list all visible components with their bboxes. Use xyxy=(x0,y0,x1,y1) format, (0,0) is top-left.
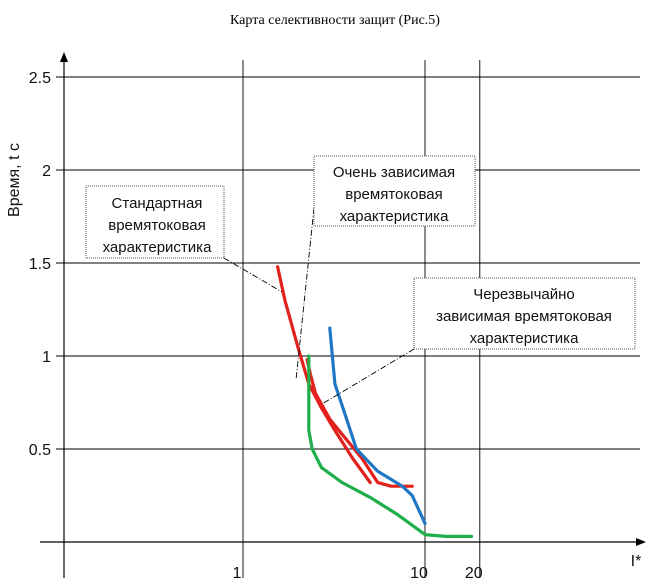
ytick-label-0: 0.5 xyxy=(29,442,51,459)
ytick-label-4: 2.5 xyxy=(29,70,51,87)
x-axis-arrow xyxy=(636,538,646,546)
callout-text-2-2: характеристика xyxy=(470,330,579,347)
series-line-3 xyxy=(307,354,474,538)
series-line-1 xyxy=(305,358,414,488)
callout-text-0-0: Стандартная xyxy=(112,195,203,212)
callout-text-0-1: времятоковая xyxy=(108,217,205,234)
ytick-label-2: 1.5 xyxy=(29,256,51,273)
series-group xyxy=(276,265,474,538)
callout-leader-1 xyxy=(295,207,315,381)
callout-text-1-1: времятоковая xyxy=(345,186,442,203)
xtick-label-2: 20 xyxy=(465,565,483,582)
callout-text-1-0: Очень зависимая xyxy=(333,164,455,181)
chart-title: Карта селективности защит (Рис.5) xyxy=(230,13,440,28)
x-axis-label: I* xyxy=(631,553,642,570)
callout-box-0 xyxy=(85,185,225,259)
callout-box-2 xyxy=(413,277,636,350)
series-line-2 xyxy=(328,326,427,525)
annotations: Стандартная времятоковая характеристика Оче… xyxy=(85,155,636,405)
tick-labels: 0.5 1 1.5 2 2.5 1 10 20 xyxy=(29,70,483,582)
xtick-label-0: 1 xyxy=(233,565,242,582)
callout-text-0-2: характеристика xyxy=(103,239,212,256)
ytick-label-3: 2 xyxy=(42,163,51,180)
callout-leader-0 xyxy=(223,257,283,293)
callout-text-2-1: зависимая времятоковая xyxy=(436,308,612,325)
y-axis-label: Время, t c xyxy=(6,143,23,217)
ytick-label-1: 1 xyxy=(42,349,51,366)
callout-text-1-2: характеристика xyxy=(340,208,449,225)
callout-text-2-0: Черезвычайно xyxy=(473,286,574,303)
xtick-label-1: 10 xyxy=(410,565,428,582)
callout-box-1 xyxy=(313,155,476,227)
callout-leader-2 xyxy=(321,348,415,405)
y-axis-arrow xyxy=(60,52,68,62)
